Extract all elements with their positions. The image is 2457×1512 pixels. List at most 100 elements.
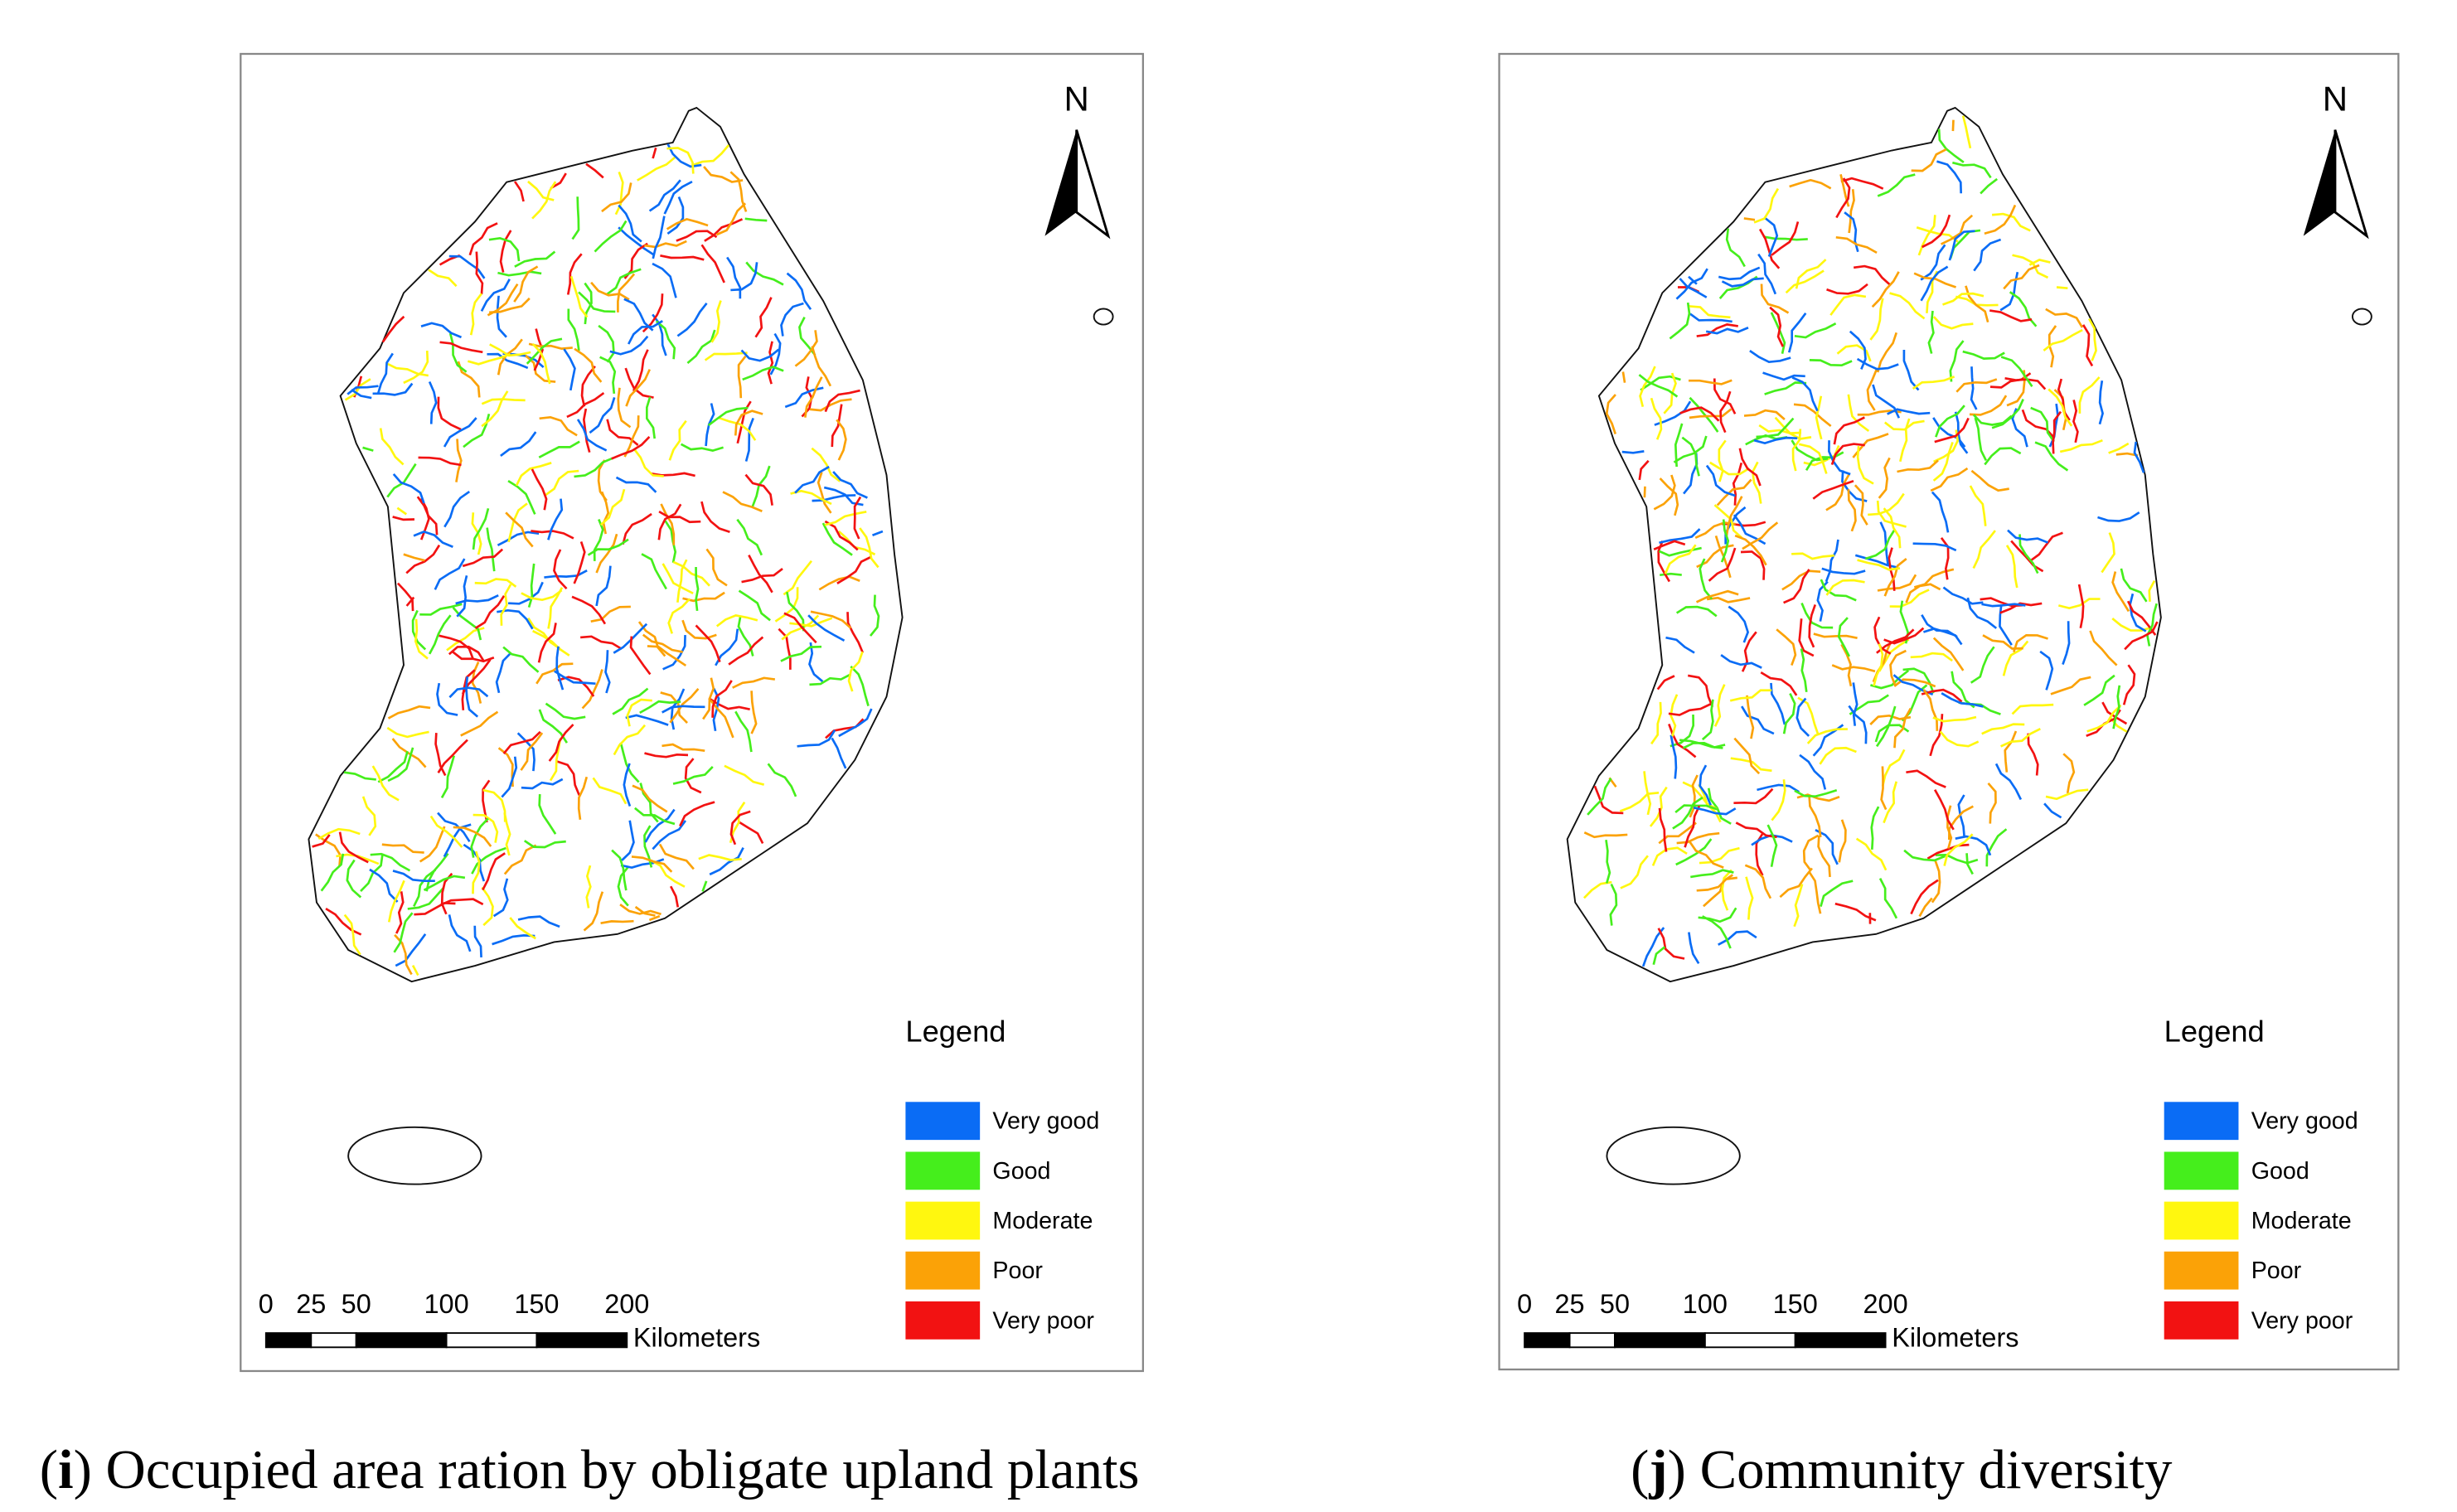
river-segment (1825, 579, 1865, 596)
river-segment (599, 488, 626, 526)
river-segment (1852, 682, 1858, 726)
scale-segment (445, 1332, 538, 1349)
river-segment (1753, 187, 1780, 224)
river-segment (2108, 442, 2130, 454)
river-segment (1881, 749, 1906, 787)
river-segment (569, 275, 589, 318)
river-segment (1847, 394, 1870, 432)
river-segment (1830, 443, 1865, 466)
river-segment (481, 390, 509, 428)
river-segment (1720, 654, 1762, 669)
river-segment (492, 934, 536, 946)
river-segment (1926, 843, 1970, 860)
scale-tick-label: 100 (1683, 1289, 1728, 1319)
river-segment (1740, 550, 1766, 580)
river-segment (1834, 902, 1877, 922)
scale-tick-label: 0 (259, 1289, 274, 1319)
river-segment (448, 254, 486, 279)
river-segment (662, 705, 705, 714)
river-segment (1779, 867, 1813, 899)
river-segment (1854, 484, 1868, 526)
river-segment (669, 885, 680, 908)
river-segment (513, 265, 539, 303)
legend-swatch (2164, 1201, 2239, 1240)
river-segment (563, 348, 576, 391)
scale-tick-label: 50 (342, 1289, 371, 1319)
river-segment (481, 886, 494, 927)
river-segment (637, 156, 676, 182)
river-segment (1855, 837, 1888, 871)
land-outline (308, 106, 904, 983)
river-segment (744, 217, 768, 222)
river-segment (1955, 378, 1998, 393)
river-segment (2045, 308, 2084, 328)
river-segment (812, 494, 856, 502)
river-segment (1903, 849, 1946, 862)
river-segment (1808, 603, 1817, 648)
river-segment (393, 912, 414, 953)
river-segment (1743, 409, 1786, 420)
river-segment (703, 166, 744, 183)
river-segment (592, 777, 628, 805)
river-segment (1749, 349, 1791, 364)
river-segment (652, 147, 657, 159)
river-segment (811, 346, 832, 387)
river-segment (1994, 763, 2023, 801)
legend-label: Moderate (2251, 1208, 2352, 1234)
river-segment (1829, 293, 1867, 316)
river-segment (531, 342, 551, 385)
map-panel: N Legend Very good Good Moderate Poor Very poo… (240, 52, 1145, 1373)
river-segment (1757, 253, 1777, 295)
river-segment (700, 501, 730, 534)
river-segment (797, 729, 836, 748)
river-segment (418, 456, 462, 467)
river-segment (811, 447, 841, 482)
river-segment (1758, 424, 1802, 434)
legend-label: Very poor (992, 1307, 1094, 1334)
river-segment (1932, 715, 1977, 723)
river-segment (527, 617, 560, 650)
river-segment (1587, 778, 1612, 816)
legend-label: Poor (2251, 1258, 2302, 1284)
river-segment (1764, 217, 1779, 257)
river-segment (2018, 534, 2039, 574)
river-segment (1876, 332, 1898, 373)
river-segment (590, 605, 631, 623)
river-segment (2043, 802, 2062, 819)
river-segment (1897, 459, 1939, 473)
river-segment (440, 898, 484, 906)
scale-segment (310, 1332, 357, 1349)
river-segment (1639, 366, 1656, 408)
river-segment (1757, 783, 1800, 793)
river-segment (1808, 870, 1822, 914)
river-segment (1787, 313, 1807, 353)
river-segment (1785, 269, 1825, 294)
river-segment (666, 143, 702, 168)
river-segment (499, 230, 512, 273)
river-segment (502, 730, 541, 754)
river-segment (648, 179, 681, 212)
river-segment (1728, 605, 1750, 643)
river-segment (1972, 414, 2013, 426)
river-segment (526, 337, 563, 365)
river-segment (315, 833, 342, 867)
river-segment (1873, 616, 1892, 655)
river-segment (413, 869, 437, 908)
scale-segment (264, 1332, 313, 1349)
river-segment (1764, 381, 1807, 395)
river-segment (662, 563, 694, 595)
river-segment (443, 490, 471, 528)
river-segment (434, 558, 466, 590)
river-segment (538, 793, 557, 835)
river-segment (1991, 212, 2031, 232)
river-segment (376, 352, 394, 395)
river-segment (652, 262, 677, 298)
river-segment (2034, 441, 2069, 472)
river-segment (531, 468, 548, 511)
river-segment (662, 743, 705, 753)
river-segment (625, 714, 669, 726)
river-segment (2115, 452, 2139, 457)
river-segment (1942, 292, 1984, 306)
river-segment (1838, 819, 1847, 863)
river-segment (794, 330, 818, 367)
